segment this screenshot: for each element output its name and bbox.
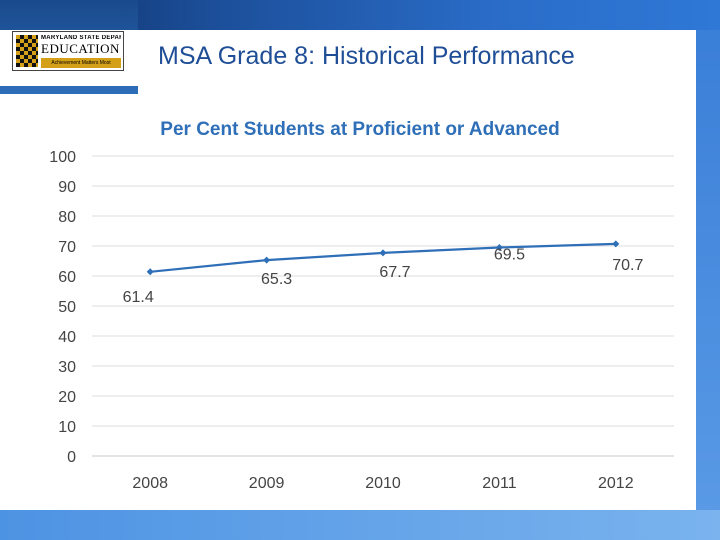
data-label: 69.5 <box>494 247 525 264</box>
data-label: 67.7 <box>379 264 410 281</box>
data-point <box>495 244 503 251</box>
y-tick-label: 40 <box>58 329 76 346</box>
maryland-flag-icon <box>16 35 38 67</box>
y-tick-label: 100 <box>49 149 76 166</box>
data-point <box>263 256 271 264</box>
header-divider <box>0 86 138 94</box>
data-label: 70.7 <box>612 257 643 274</box>
x-tick-label: 2009 <box>249 475 285 492</box>
x-tick-label: 2008 <box>132 475 168 492</box>
bottom-accent-strip <box>0 510 720 540</box>
data-point <box>612 240 620 248</box>
y-tick-label: 60 <box>58 269 76 286</box>
logo-tagline: Achievement Matters Most <box>41 58 121 68</box>
title-panel <box>138 30 696 86</box>
data-label: 65.3 <box>261 271 292 288</box>
chart-title: Per Cent Students at Proficient or Advan… <box>160 119 559 140</box>
y-tick-label: 0 <box>67 449 76 466</box>
data-label: 61.4 <box>123 289 154 306</box>
x-tick-label: 2011 <box>482 475 517 492</box>
y-tick-label: 70 <box>58 239 76 256</box>
msde-logo: MARYLAND STATE DEPARTMENT OF EDUCATION A… <box>12 31 124 71</box>
page-title: MSA Grade 8: Historical Performance <box>158 42 575 70</box>
logo-top-text: MARYLAND STATE DEPARTMENT OF <box>41 35 121 41</box>
y-tick-label: 90 <box>58 179 76 196</box>
x-tick-label: 2012 <box>598 475 634 492</box>
y-tick-label: 30 <box>58 359 76 376</box>
y-tick-label: 10 <box>58 419 76 436</box>
y-tick-label: 20 <box>58 389 76 406</box>
data-point <box>379 249 387 257</box>
x-tick-label: 2010 <box>365 475 401 492</box>
y-tick-label: 50 <box>58 299 76 316</box>
data-point <box>146 268 154 276</box>
slide-body <box>0 30 696 510</box>
logo-main-text: EDUCATION <box>41 42 120 56</box>
y-tick-label: 80 <box>58 209 76 226</box>
right-accent-strip <box>696 30 720 540</box>
